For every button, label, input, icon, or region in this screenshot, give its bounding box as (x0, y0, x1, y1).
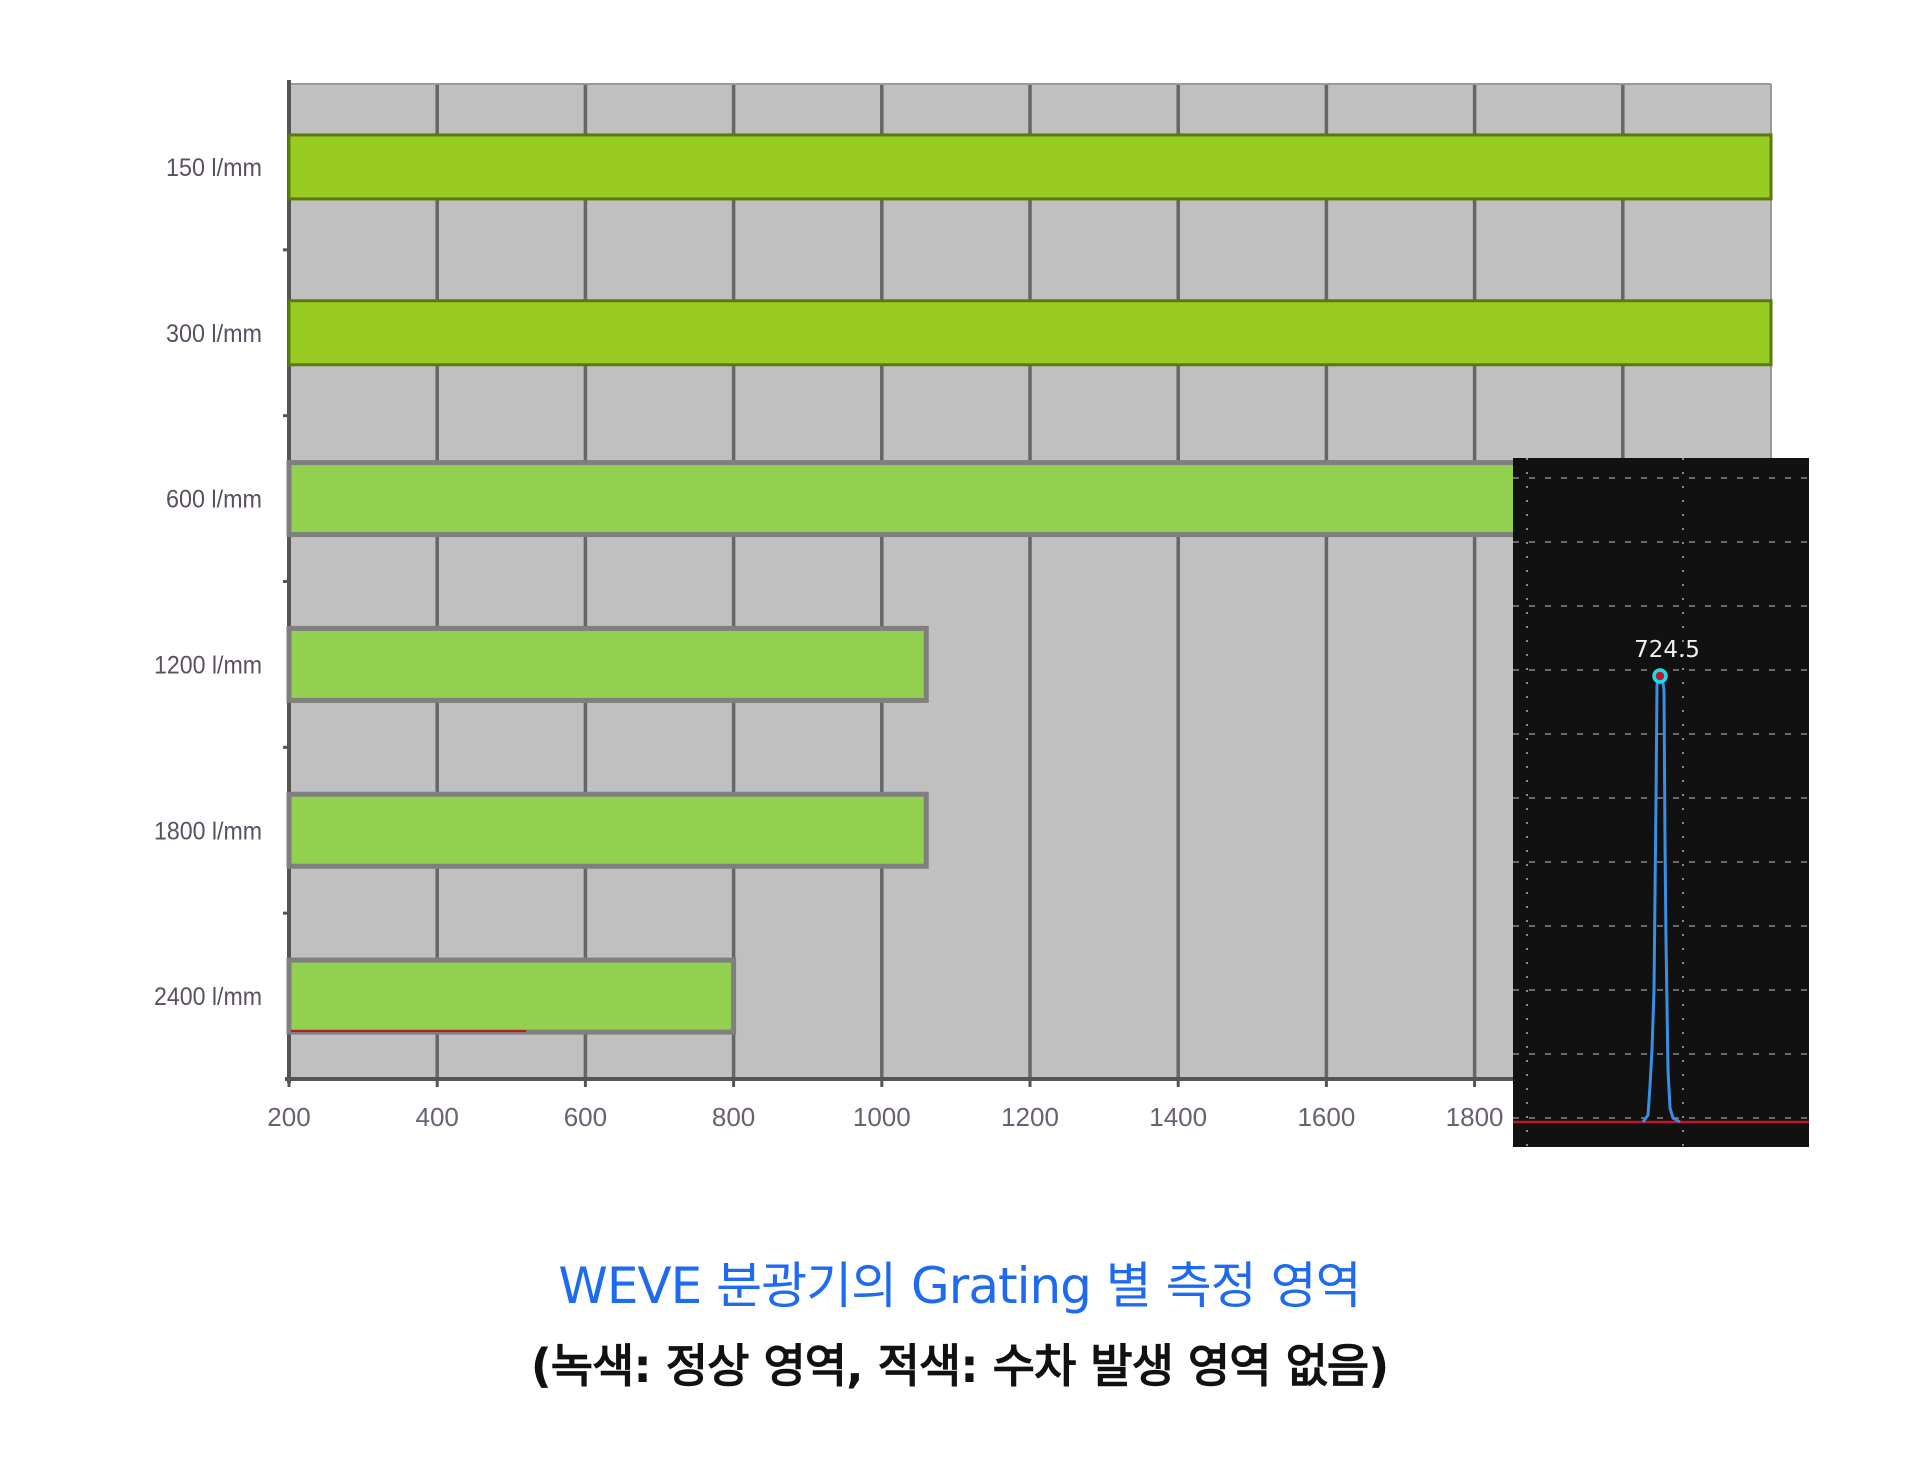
inset-peak-marker (1652, 668, 1668, 684)
caption-subtitle: (녹색: 정상 영역, 적색: 수차 발생 영역 없음) (530, 1339, 1390, 1393)
inset-grid (1513, 458, 1809, 1147)
x-tick-label: 600 (564, 1102, 607, 1132)
bar (287, 299, 1773, 367)
x-tick-label: 800 (712, 1102, 755, 1132)
y-tick-label: 600 l/mm (166, 486, 262, 514)
inset-background (1513, 458, 1809, 1147)
y-tick-label: 2400 l/mm (154, 983, 262, 1011)
x-tick-label: 400 (416, 1102, 459, 1132)
y-tick-label: 300 l/mm (166, 320, 262, 348)
y-tick-label: 150 l/mm (166, 154, 262, 182)
y-tick-label: 1800 l/mm (154, 817, 262, 845)
bar (286, 791, 929, 869)
bar (286, 460, 1700, 538)
spectrum-inset: 724.5 (1513, 458, 1809, 1147)
bar (286, 957, 737, 1035)
inset-peak-label: 724.5 (1634, 637, 1700, 663)
y-tick-label: 1200 l/mm (154, 651, 262, 679)
x-tick-label: 1600 (1297, 1102, 1355, 1132)
x-tick-label: 1000 (853, 1102, 911, 1132)
caption-title: WEVE 분광기의 Grating 별 측정 영역 (558, 1257, 1361, 1315)
x-tick-label: 1200 (1001, 1102, 1059, 1132)
bar (287, 133, 1773, 201)
bar (286, 625, 929, 703)
x-tick-label: 1400 (1149, 1102, 1207, 1132)
x-tick-label: 200 (267, 1102, 310, 1132)
x-tick-label: 1800 (1446, 1102, 1504, 1132)
